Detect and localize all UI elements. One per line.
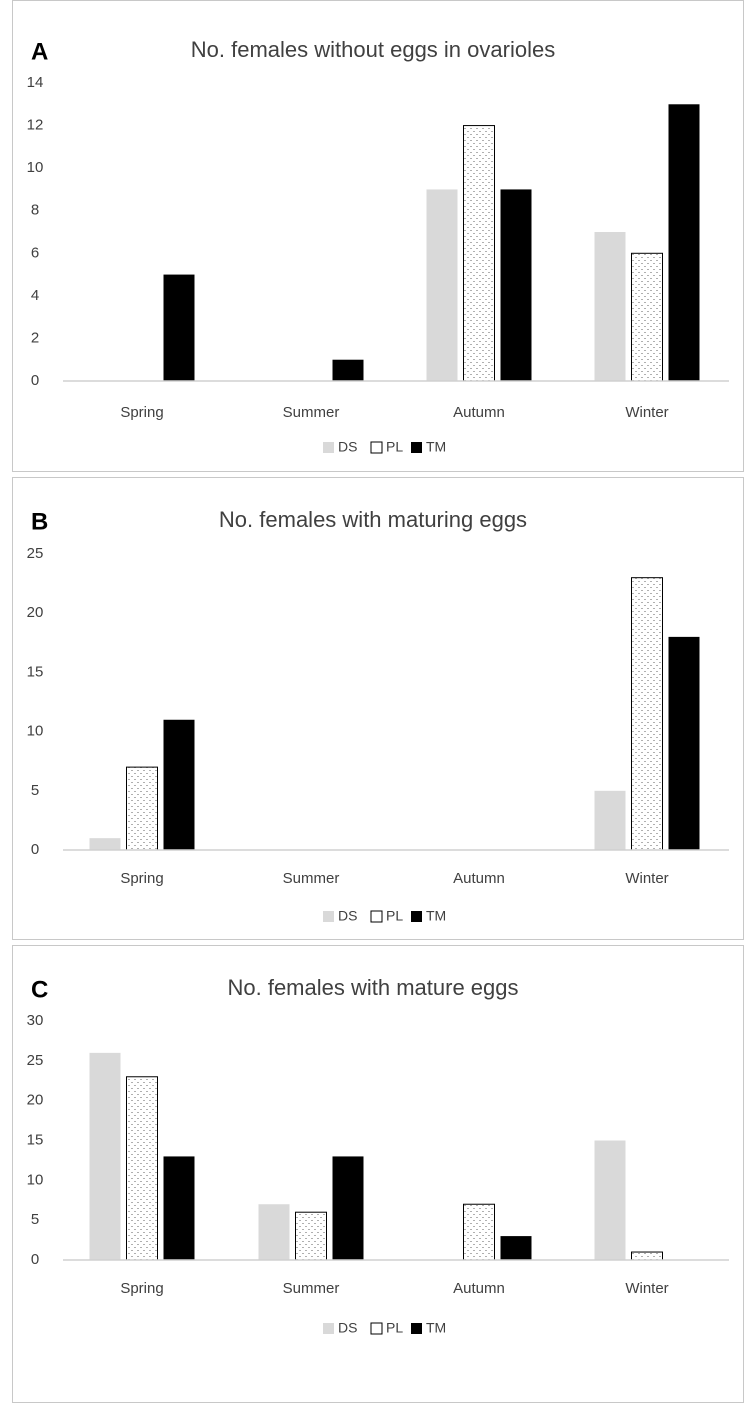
chart-title: No. females with mature eggs — [227, 975, 518, 1000]
bar-tm-winter — [668, 104, 700, 382]
bar-tm-spring — [163, 719, 195, 850]
legend-label-tm: TM — [426, 439, 446, 455]
bar-ds-winter — [594, 232, 626, 381]
y-tick-label: 0 — [31, 841, 39, 858]
chart-title: No. females with maturing eggs — [219, 507, 527, 532]
y-tick-label: 5 — [31, 1211, 39, 1228]
bar-tm-summer — [332, 359, 364, 381]
x-tick-label: Spring — [120, 1280, 163, 1297]
bar-tm-autumn — [500, 1236, 532, 1260]
bar-ds-summer — [258, 1204, 290, 1260]
panel-label: C — [31, 976, 48, 1003]
chart-panel-c: C No. females with mature eggs 0 5 10 15 20 25 3… — [12, 945, 744, 1403]
x-tick-label: Spring — [120, 404, 163, 421]
y-tick-label: 14 — [27, 74, 44, 91]
y-tick-label: 6 — [31, 244, 39, 261]
bar-pl-autumn — [463, 1203, 495, 1261]
y-tick-label: 10 — [27, 1171, 44, 1188]
legend-swatch-ds — [323, 1323, 334, 1334]
y-tick-label: 0 — [31, 1251, 39, 1268]
chart-panel-b: B No. females with maturing eggs 0 5 10 15 20 2… — [12, 477, 744, 940]
y-tick-label: 10 — [27, 723, 44, 740]
y-tick-label: 5 — [31, 782, 39, 799]
bar-pl-winter — [631, 577, 663, 851]
bar-ds-winter — [594, 1140, 626, 1260]
legend-swatch-tm — [411, 911, 422, 922]
chart-title: No. females without eggs in ovarioles — [191, 37, 555, 62]
y-tick-label: 25 — [27, 1052, 44, 1069]
bar-ds-spring — [89, 838, 121, 850]
chart-svg-a: A No. females without eggs in ovarioles 0 2… — [27, 37, 729, 455]
y-tick-label: 12 — [27, 117, 44, 134]
legend-swatch-pl — [370, 910, 383, 923]
x-tick-label: Spring — [120, 870, 163, 887]
bar-tm-spring — [163, 274, 195, 381]
bar-pl-spring — [126, 1076, 158, 1261]
legend-label-tm: TM — [426, 1320, 446, 1336]
legend-swatch-tm — [411, 1323, 422, 1334]
legend-swatch-pl — [370, 441, 383, 454]
chart-svg-c: C No. females with mature eggs 0 5 10 15 20 25 3… — [27, 975, 729, 1336]
legend-label-tm: TM — [426, 908, 446, 924]
x-tick-label: Summer — [283, 1280, 340, 1297]
panel-label: A — [31, 38, 48, 65]
chart-panel-a: A No. females without eggs in ovarioles 0 2… — [12, 0, 744, 472]
bar-ds-spring — [89, 1052, 121, 1260]
bar-tm-autumn — [500, 189, 532, 381]
x-tick-label: Winter — [625, 1280, 668, 1297]
y-tick-label: 4 — [31, 287, 39, 304]
legend-label-ds: DS — [338, 908, 357, 924]
y-tick-label: 20 — [27, 604, 44, 621]
legend-swatch-ds — [323, 442, 334, 453]
bar-pl-autumn — [463, 125, 495, 382]
y-tick-label: 15 — [27, 1131, 44, 1148]
legend-swatch-tm — [411, 442, 422, 453]
panel-label: B — [31, 508, 48, 535]
y-tick-label: 30 — [27, 1012, 44, 1029]
y-tick-label: 2 — [31, 329, 39, 346]
y-tick-label: 8 — [31, 202, 39, 219]
x-tick-label: Autumn — [453, 404, 505, 421]
legend-label-pl: PL — [386, 908, 403, 924]
legend-label-pl: PL — [386, 439, 403, 455]
x-tick-label: Summer — [283, 404, 340, 421]
legend-swatch-pl — [370, 1322, 383, 1335]
x-tick-label: Summer — [283, 870, 340, 887]
bar-tm-summer — [332, 1156, 364, 1260]
y-tick-label: 25 — [27, 545, 44, 562]
legend-label-ds: DS — [338, 439, 357, 455]
bar-tm-winter — [668, 636, 700, 850]
bar-ds-winter — [594, 790, 626, 850]
bar-pl-summer — [295, 1211, 327, 1261]
bar-tm-spring — [163, 1156, 195, 1260]
bar-pl-winter — [631, 1251, 663, 1261]
legend-swatch-ds — [323, 911, 334, 922]
x-tick-label: Winter — [625, 404, 668, 421]
x-tick-label: Autumn — [453, 1280, 505, 1297]
y-tick-label: 20 — [27, 1092, 44, 1109]
legend-label-ds: DS — [338, 1320, 357, 1336]
chart-svg-b: B No. females with maturing eggs 0 5 10 15 20 2… — [27, 507, 729, 924]
legend-label-pl: PL — [386, 1320, 403, 1336]
x-tick-label: Autumn — [453, 870, 505, 887]
bar-pl-spring — [126, 766, 158, 851]
bar-pl-winter — [631, 252, 663, 382]
y-tick-label: 10 — [27, 159, 44, 176]
y-tick-label: 15 — [27, 663, 44, 680]
y-tick-label: 0 — [31, 372, 39, 389]
x-tick-label: Winter — [625, 870, 668, 887]
bar-ds-autumn — [426, 189, 458, 381]
